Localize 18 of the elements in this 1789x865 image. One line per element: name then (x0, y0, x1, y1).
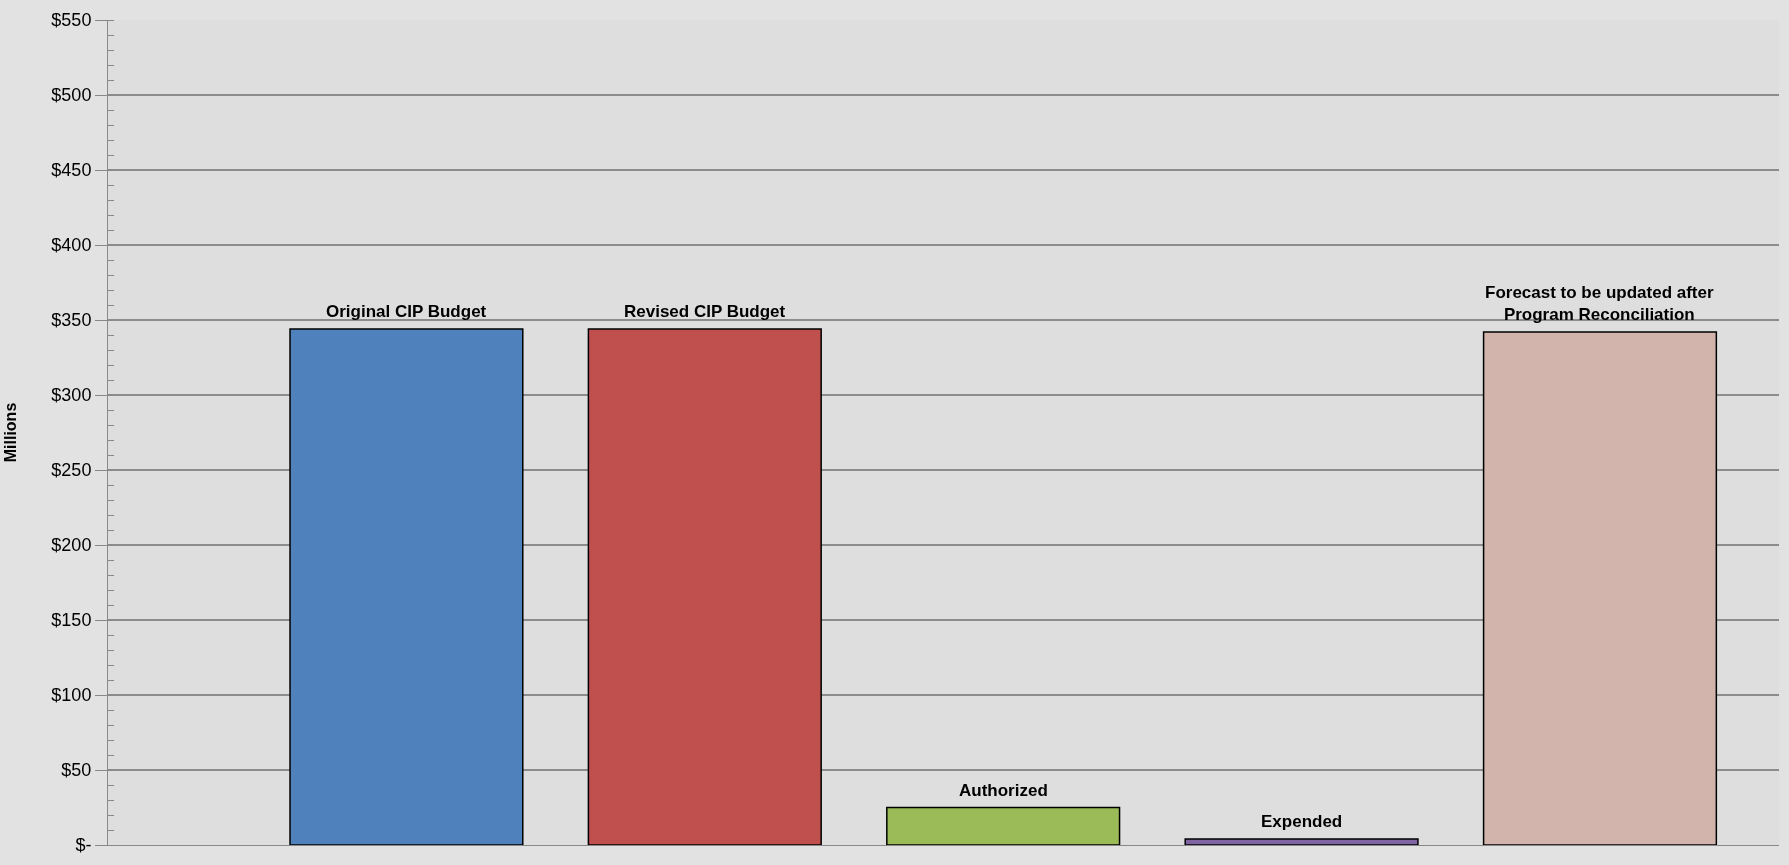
series-label: Expended (1261, 812, 1343, 831)
y-tick-label: $150 (51, 610, 92, 631)
y-tick-label: $- (75, 835, 92, 856)
y-tick-label: $350 (51, 310, 92, 331)
y-tick-label: $300 (51, 385, 92, 406)
y-axis-title: Millions (2, 402, 20, 463)
y-tick-label: $100 (51, 685, 92, 706)
y-tick-label: $400 (51, 235, 92, 256)
series-label: Original CIP Budget (326, 302, 487, 321)
series-label: Revised CIP Budget (624, 302, 786, 321)
y-tick-label: $500 (51, 85, 92, 106)
y-tick-label: $450 (51, 160, 92, 181)
series-label: Forecast to be updated after Program Reconciliation (1485, 283, 1714, 325)
y-tick-label: $550 (51, 10, 92, 31)
y-tick-label: $250 (51, 460, 92, 481)
y-tick-label: $50 (61, 760, 92, 781)
series-label: Authorized (959, 781, 1048, 800)
y-tick-label: $200 (51, 535, 92, 556)
